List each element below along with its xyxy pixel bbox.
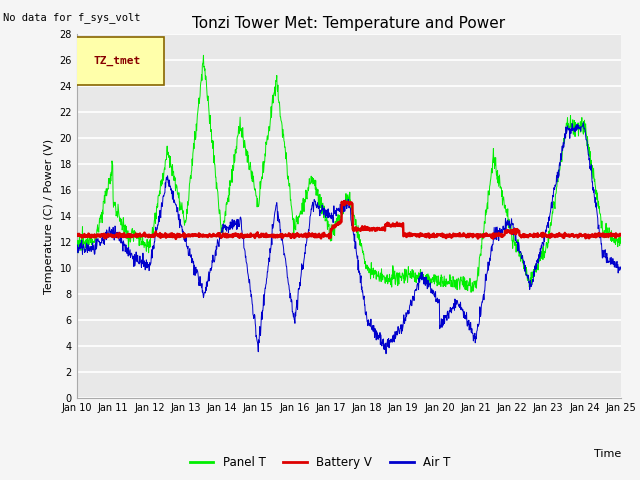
FancyBboxPatch shape: [72, 37, 164, 84]
Text: Time: Time: [593, 449, 621, 459]
Text: No data for f_sys_volt: No data for f_sys_volt: [3, 12, 141, 23]
Title: Tonzi Tower Met: Temperature and Power: Tonzi Tower Met: Temperature and Power: [192, 16, 506, 31]
Y-axis label: Temperature (C) / Power (V): Temperature (C) / Power (V): [44, 138, 54, 294]
Text: TZ_tmet: TZ_tmet: [94, 56, 141, 66]
Legend: Panel T, Battery V, Air T: Panel T, Battery V, Air T: [185, 452, 455, 474]
